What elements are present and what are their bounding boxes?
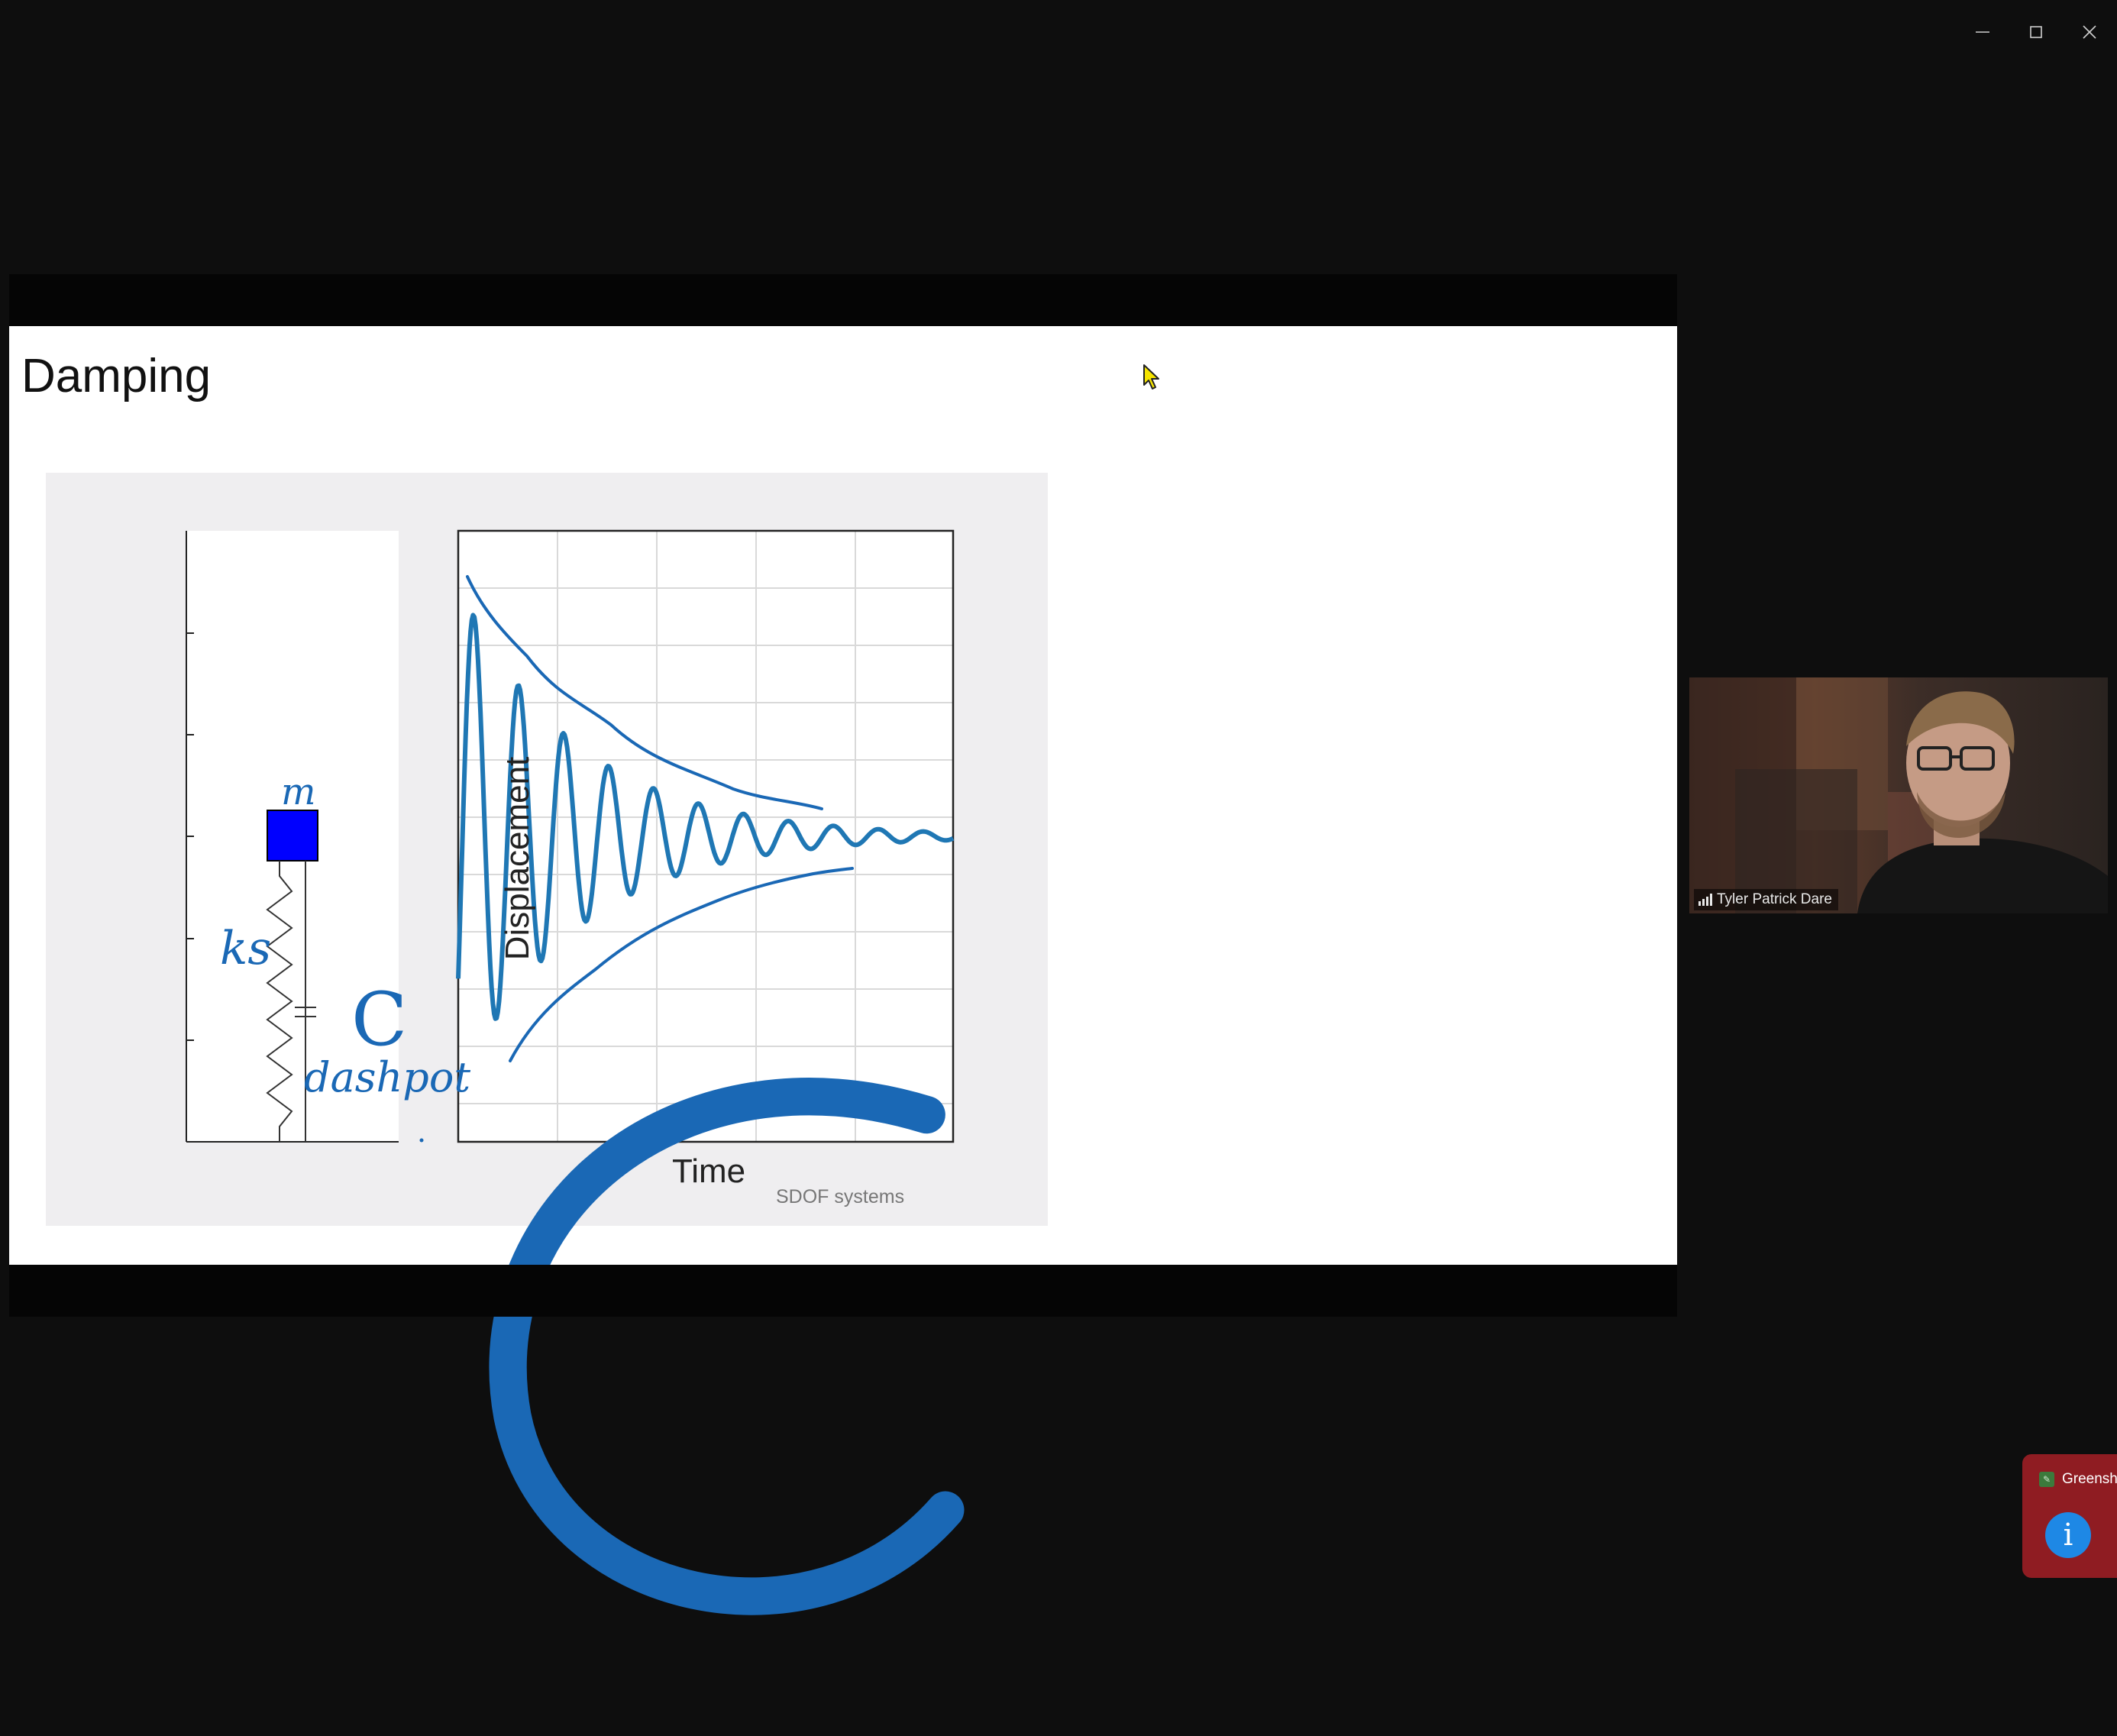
plot-frame [457, 529, 955, 1143]
damping-figure: Displacement Time SDOF systems m ks C da… [46, 473, 1048, 1615]
gridlines [458, 531, 953, 1142]
figure-caption: SDOF systems [776, 1186, 905, 1207]
minimize-button[interactable] [1951, 12, 2015, 52]
damper-annotation: C [351, 977, 408, 1062]
info-icon: i [2045, 1512, 2091, 1558]
x-axis-label: Time [672, 1152, 746, 1190]
dashpot-annotation: dashpot [304, 1053, 471, 1101]
mouse-cursor-icon [1143, 364, 1159, 390]
participant-name-tag: Tyler Patrick Dare [1694, 889, 1838, 910]
notification-toast[interactable]: ✎ Greensh i [2022, 1454, 2117, 1578]
slide-title: Damping [21, 350, 212, 402]
toast-app-name: Greensh [2062, 1471, 2117, 1487]
lower-envelope [509, 867, 854, 1062]
letterbox-top [9, 274, 1677, 326]
close-icon [2083, 25, 2096, 39]
spring [266, 861, 293, 1142]
spring-annotation: ks [220, 922, 272, 975]
maximize-button[interactable] [2004, 12, 2068, 52]
plot-area [458, 531, 953, 1142]
greenshot-app-icon: ✎ [2039, 1472, 2054, 1487]
sdof-ticks [186, 632, 194, 1041]
toast-app-header: ✎ Greensh [2039, 1471, 2117, 1488]
mass-annotation: m [281, 771, 316, 813]
damper-circle-ink [489, 1078, 965, 1615]
mass-block [267, 810, 318, 862]
participant-name: Tyler Patrick Dare [1717, 891, 1832, 907]
close-button[interactable] [2057, 12, 2117, 52]
minimize-icon [1976, 31, 1989, 33]
shared-slide: Damping [9, 326, 1677, 1615]
figure-graphics [186, 529, 955, 1143]
participant-video [1689, 677, 2108, 913]
upper-envelope [466, 575, 823, 810]
letterbox-bottom [9, 1265, 1677, 1317]
response-curve [456, 613, 955, 1021]
signal-bars-icon [1698, 894, 1712, 906]
participant-video-tile[interactable]: Tyler Patrick Dare [1689, 677, 2108, 913]
y-axis-label: Displacement [499, 756, 536, 961]
maximize-icon [2030, 26, 2042, 38]
